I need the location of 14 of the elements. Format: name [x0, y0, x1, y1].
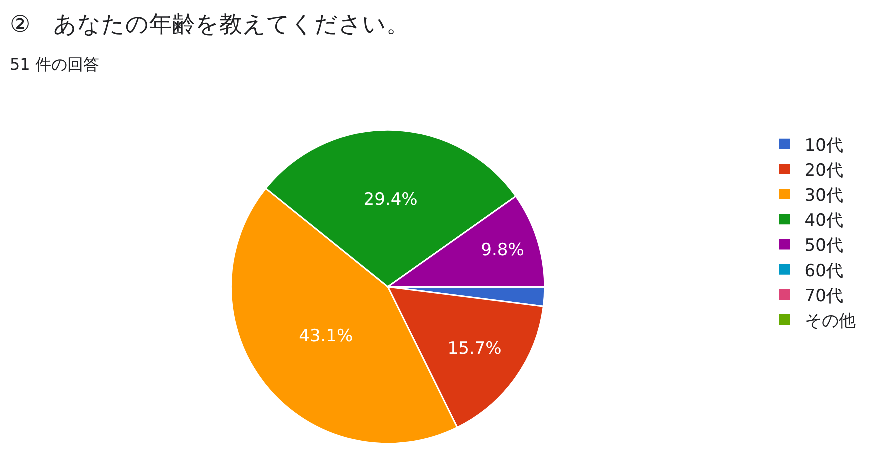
data-label: 43.1%	[299, 326, 354, 347]
legend-label: 20代	[804, 160, 844, 181]
data-label: 15.7%	[448, 338, 502, 359]
legend-label: 30代	[804, 186, 844, 206]
legend-label: 10代	[804, 136, 844, 156]
legend-label: 50代	[804, 236, 844, 256]
legend-label: 40代	[804, 211, 844, 232]
chart-title: ② あなたの年齢を教えてください。	[10, 12, 410, 38]
legend-label: その他	[804, 311, 856, 332]
legend-label: 70代	[804, 286, 844, 306]
data-label: 29.4%	[364, 190, 418, 210]
legend-label: 60代	[804, 261, 844, 282]
data-label: 9.8%	[481, 240, 524, 261]
text: 51 件の回答	[10, 55, 100, 74]
